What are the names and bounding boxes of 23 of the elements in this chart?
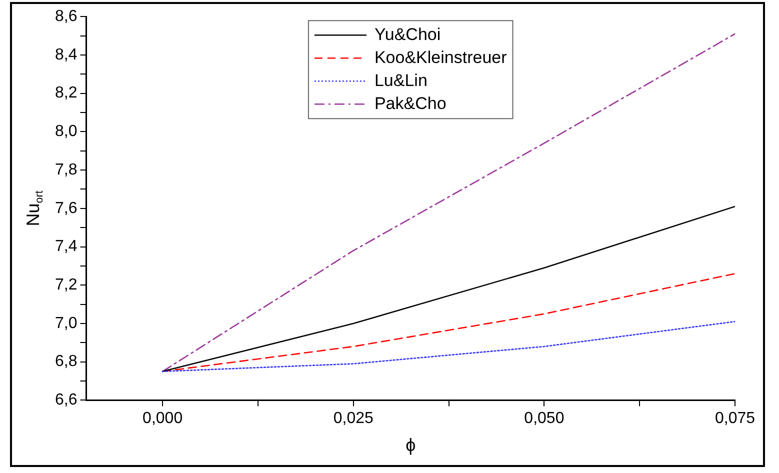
y-tick-label: 7,8	[54, 161, 78, 178]
y-tick-label: 7,0	[54, 314, 78, 332]
legend-label: Lu&Lin	[374, 70, 428, 90]
line-series	[162, 272, 735, 372]
y-tick-label: 8,2	[54, 84, 78, 102]
y-tick-label: 7,2	[54, 276, 78, 294]
legend-label: Koo&Kleinstreuer	[374, 48, 508, 67]
y-tick-label: 7,6	[54, 200, 78, 217]
y-tick-label: 7,4	[54, 238, 78, 256]
x-axis-title: ϕ	[406, 435, 416, 456]
y-axis-title: Nuort	[22, 190, 46, 226]
x-tick-label: 0,025	[333, 410, 374, 428]
legend-label: Pak&Cho	[374, 94, 446, 113]
x-tick-label: 0,075	[714, 410, 756, 428]
legend-label: Yu&Choi	[374, 24, 441, 44]
y-tick-label: 6,6	[54, 392, 78, 409]
y-tick-label: 6,8	[54, 353, 78, 370]
y-tick-label: 8,0	[54, 123, 78, 140]
y-tick-label: 8,6	[54, 8, 78, 26]
y-tick-label: 8,4	[54, 46, 78, 64]
x-tick-label: 0,000	[142, 410, 183, 428]
x-tick-label: 0,050	[524, 410, 564, 428]
line-series	[162, 320, 735, 372]
